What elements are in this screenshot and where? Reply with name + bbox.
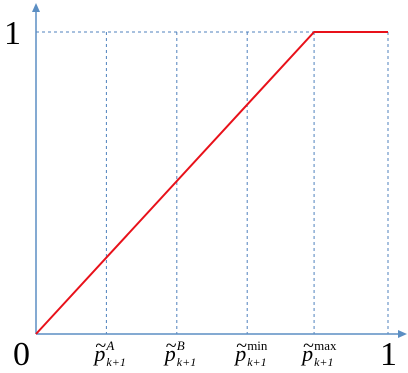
x-tick-base: p (300, 341, 313, 366)
x-tick-subscript: k+1 (106, 355, 125, 369)
gridlines (36, 31, 389, 334)
x-tick-tilde: ~ (303, 335, 314, 357)
x-tick-tilde: ~ (166, 335, 177, 357)
y-axis-arrowhead (32, 3, 40, 12)
x-tick-base: p (233, 341, 246, 366)
x-tick-subscript: k+1 (177, 355, 196, 369)
x-tick-tilde: ~ (95, 335, 106, 357)
x-tick-superscript: min (247, 338, 268, 353)
y-tick-label: 1 (4, 15, 21, 52)
x-tick-superscript: A (105, 338, 114, 353)
x-tick-tilde: ~ (236, 335, 247, 357)
x-tick-subscript: k+1 (314, 355, 333, 369)
x-tick-base: p (163, 341, 176, 366)
series-line (35, 31, 388, 335)
x-tick-label: 0 (13, 336, 30, 373)
x-tick-label: ~p max k+1 (300, 335, 337, 369)
x-tick-label: 1 (380, 336, 397, 373)
x-tick-superscript: max (314, 338, 337, 353)
x-tick-subscript: k+1 (247, 355, 266, 369)
series (35, 31, 388, 335)
x-tick-label: ~p Ak+1 (92, 335, 125, 369)
x-tick-label: ~p min k+1 (233, 335, 268, 369)
x-tick-label: ~p Bk+1 (163, 335, 196, 369)
x-axis-arrowhead (398, 330, 407, 338)
x-tick-superscript: B (177, 338, 185, 353)
x-tick-base: p (92, 341, 105, 366)
axes (32, 3, 407, 338)
